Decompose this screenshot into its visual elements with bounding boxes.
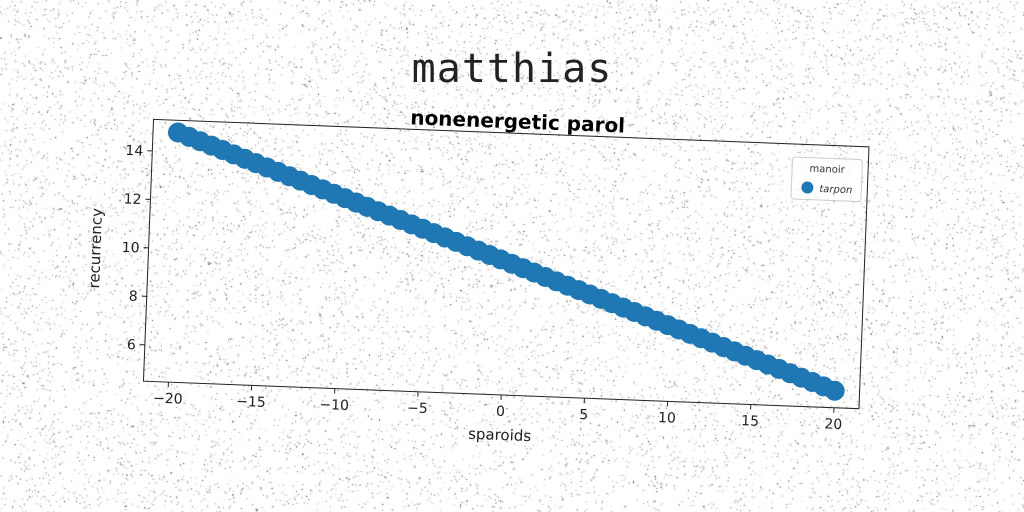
x-tick-label: −15 (236, 394, 266, 411)
y-tick-label: 10 (121, 240, 139, 257)
legend: manoir tarpon (790, 156, 863, 202)
y-axis-label: recurrency (85, 208, 106, 289)
y-tick-label: 6 (127, 337, 137, 353)
x-tick-label: −10 (319, 397, 349, 414)
scatter-series (168, 122, 845, 401)
y-tick-label: 8 (128, 289, 138, 305)
y-tick-label: 14 (125, 143, 144, 160)
x-tick-label: 15 (741, 413, 759, 430)
x-tick-label: 20 (824, 416, 842, 433)
legend-title: manoir (809, 164, 845, 176)
x-axis: −20 −15 −10 −5 0 5 10 15 20 (153, 382, 843, 433)
x-tick-label: 0 (496, 404, 506, 420)
legend-marker (801, 181, 814, 194)
legend-label: tarpon (819, 184, 852, 196)
y-axis: 6 8 10 12 14 (121, 143, 153, 353)
figure-suptitle: matthias (411, 46, 613, 92)
chart-title: nonenergetic parol (410, 105, 626, 137)
x-tick-label: 5 (579, 407, 589, 423)
data-point (824, 380, 845, 401)
y-tick-label: 12 (123, 191, 141, 208)
x-tick-label: −5 (407, 400, 428, 417)
x-tick-label: −20 (153, 391, 183, 408)
x-tick-label: 10 (658, 410, 676, 427)
x-axis-label: sparoids (468, 425, 532, 445)
